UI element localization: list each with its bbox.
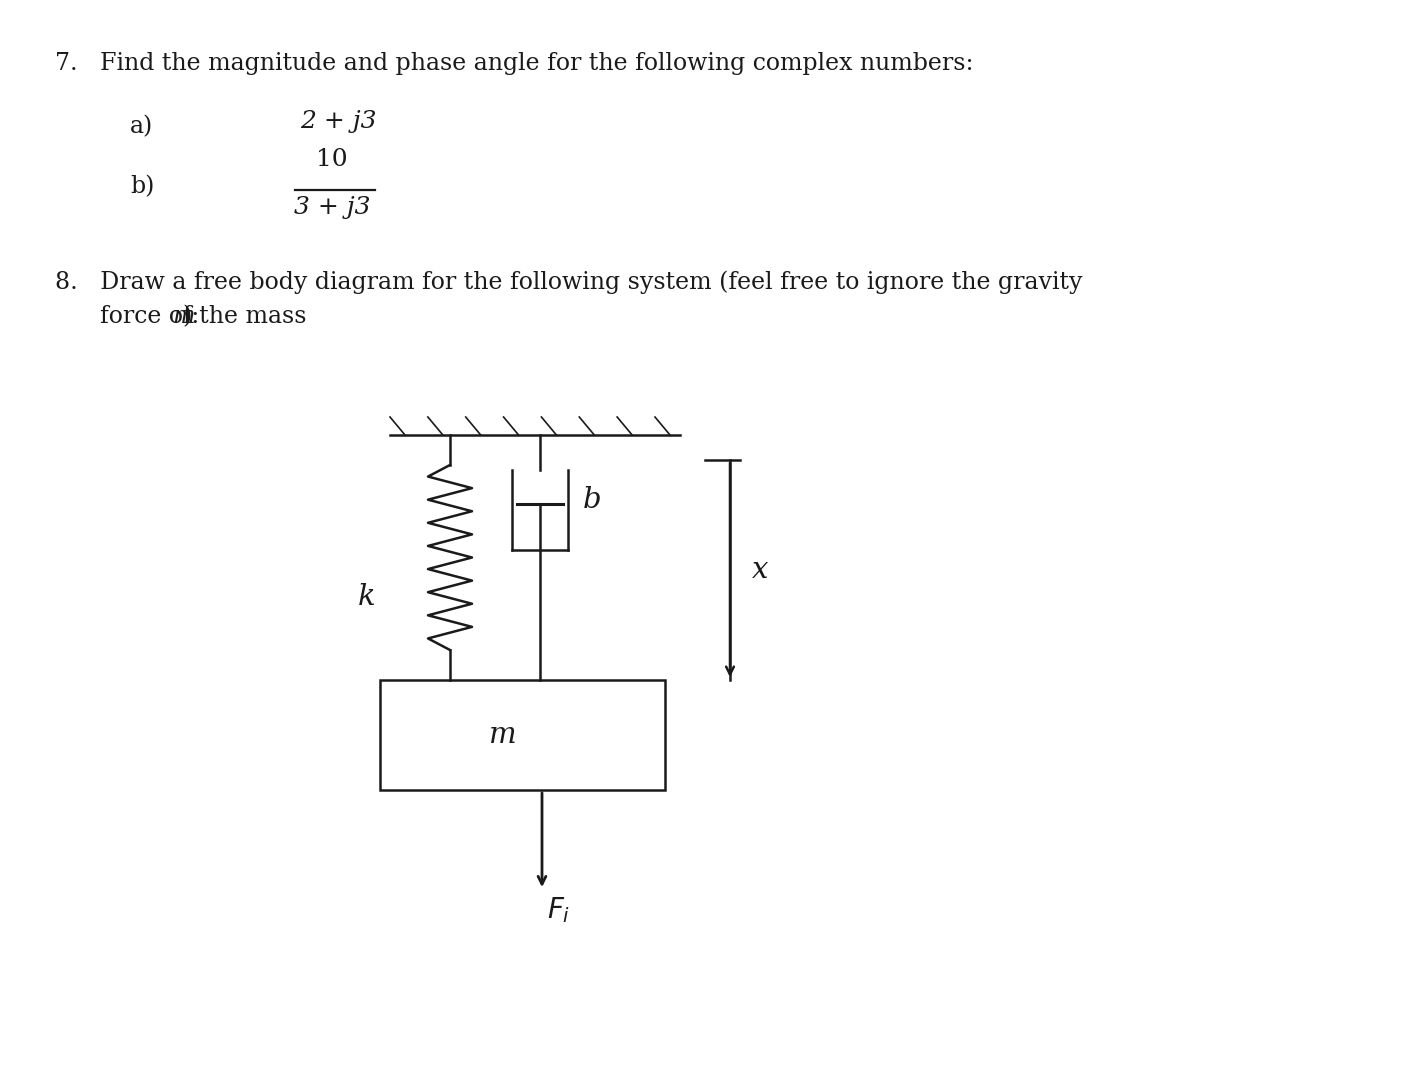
- Text: a): a): [131, 115, 153, 138]
- Text: ):: ):: [183, 305, 200, 328]
- Text: m: m: [172, 305, 195, 328]
- Text: b: b: [584, 486, 602, 514]
- Text: 2 + j3: 2 + j3: [300, 110, 376, 133]
- Text: b): b): [131, 175, 155, 198]
- Text: k: k: [358, 583, 375, 611]
- Text: 8.   Draw a free body diagram for the following system (feel free to ignore the : 8. Draw a free body diagram for the foll…: [55, 270, 1082, 293]
- Text: x: x: [753, 556, 768, 584]
- Bar: [381, 680, 665, 790]
- Text: $F_i$: $F_i$: [547, 895, 571, 925]
- Text: m: m: [488, 721, 517, 749]
- Text: 10: 10: [317, 148, 348, 171]
- Text: 3 + j3: 3 + j3: [294, 196, 371, 219]
- Text: force of the mass: force of the mass: [55, 305, 314, 328]
- Text: 7.   Find the magnitude and phase angle for the following complex numbers:: 7. Find the magnitude and phase angle fo…: [55, 52, 974, 75]
